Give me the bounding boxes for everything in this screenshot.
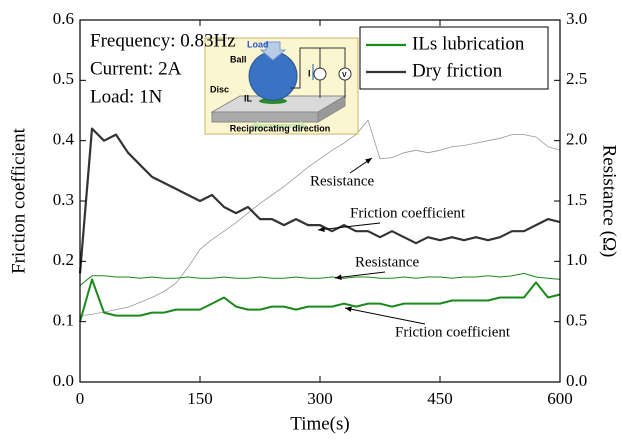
voltmeter: [338, 67, 352, 81]
annotation-arrowhead: [318, 226, 325, 232]
condition-text: Current: 2A: [90, 58, 182, 79]
x-tick-label: 450: [427, 389, 453, 408]
inset-diagram: Load Ball Disc IL I V Reciprocating dire…: [204, 37, 359, 135]
y-tick-label: 0.3: [53, 190, 74, 209]
annotation: Friction coefficient: [350, 205, 466, 221]
disc-front: [211, 111, 319, 123]
y2-tick-label: 1.0: [566, 250, 587, 269]
y2-tick-label: 2.0: [566, 130, 587, 149]
x-axis-label: Time(s): [290, 413, 349, 434]
annotation-arrowhead: [365, 158, 372, 164]
condition-text: Load: 1N: [90, 86, 163, 107]
annotation-arrow: [344, 307, 426, 325]
x-tick-label: 300: [307, 389, 333, 408]
current-source: [313, 67, 327, 81]
y2-tick-label: 0.0: [566, 371, 587, 390]
series-line: [79, 278, 561, 322]
direction-arrow: [300, 121, 308, 131]
y2-tick-label: 3.0: [566, 9, 587, 28]
legend-label: Dry friction: [412, 60, 503, 81]
annotation-arrowhead: [335, 274, 342, 280]
circuit: [290, 47, 346, 98]
inset-label: Reciprocating direction: [230, 123, 331, 133]
x-tick-label: 0: [76, 389, 85, 408]
y2-axis-label: Resistance (Ω): [599, 145, 620, 258]
annotation-arrowhead: [345, 306, 352, 312]
x-tick-label: 150: [187, 389, 213, 408]
y-axis-label: Friction coefficient: [8, 127, 29, 274]
y-tick-label: 0.4: [53, 130, 75, 149]
annotation: Resistance: [310, 173, 374, 189]
series-line: [78, 127, 561, 274]
y2-tick-label: 0.5: [566, 311, 587, 330]
condition-text: Frequency: 0.83Hz: [90, 30, 236, 51]
legend-label: ILs lubrication: [412, 33, 525, 54]
y2-tick-label: 2.5: [566, 69, 587, 88]
il-film: [259, 98, 287, 104]
x-tick-label: 600: [547, 389, 573, 408]
inset-label: Disc: [210, 84, 229, 94]
inset-label: I: [308, 68, 311, 78]
disc-side: [317, 95, 346, 123]
inset-label: IL: [244, 93, 253, 103]
inset-label: V: [342, 72, 347, 79]
direction-arrow: [250, 121, 258, 131]
annotation: Friction coefficient: [395, 324, 511, 340]
series-line: [79, 119, 561, 316]
series-line: [79, 272, 561, 286]
y-tick-label: 0.2: [53, 250, 74, 269]
load-arrow: [259, 41, 287, 61]
inset-label: Load: [247, 39, 269, 49]
annotation-arrow: [317, 222, 381, 231]
y-tick-label: 0.0: [53, 371, 74, 390]
y2-tick-label: 1.5: [566, 190, 587, 209]
direction-arrow: [258, 124, 300, 128]
annotation: Resistance: [355, 254, 419, 270]
inset-label: Ball: [230, 54, 247, 64]
y-tick-label: 0.6: [53, 9, 74, 28]
y-tick-label: 0.1: [53, 311, 74, 330]
legend-box: [359, 26, 549, 90]
annotation-arrow: [334, 271, 386, 279]
y-tick-label: 0.5: [53, 69, 74, 88]
